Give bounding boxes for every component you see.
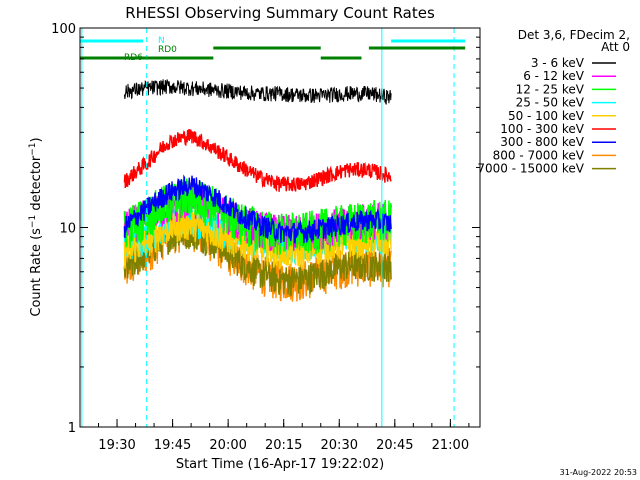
flag-label-rd6: RD6	[124, 53, 143, 63]
series-line-12-25-kev	[123, 178, 392, 255]
legend-label: 100 - 300 keV	[500, 122, 584, 136]
y-tick-label: 1	[68, 421, 76, 436]
legend-label: 7000 - 15000 keV	[477, 162, 584, 176]
x-tick-label: 21:00	[432, 438, 469, 453]
x-tick-label: 20:00	[209, 438, 246, 453]
legend-label: 6 - 12 keV	[523, 69, 585, 83]
chart-title: RHESSI Observing Summary Count Rates	[125, 4, 435, 22]
legend-label: 800 - 7000 keV	[493, 148, 585, 162]
legend-header-line2: Att 0	[601, 40, 630, 54]
series-line-3-6-kev	[123, 79, 392, 105]
flag-label-rd0: RD0	[158, 45, 177, 55]
legend-label: 3 - 6 keV	[531, 56, 585, 70]
series-line-300-800-kev	[123, 174, 392, 244]
series-line-100-300-kev	[123, 129, 392, 192]
x-tick-label: 19:45	[154, 438, 191, 453]
legend-label: 12 - 25 keV	[516, 82, 585, 96]
x-tick-label: 20:30	[321, 438, 358, 453]
y-tick-label: 10	[59, 222, 76, 237]
footer-date: 31-Aug-2022 20:53	[560, 468, 637, 477]
legend-label: 25 - 50 keV	[516, 96, 585, 110]
x-axis: 19:30 19:45 20:00 20:15 20:30 20:45 21:00	[98, 419, 470, 453]
legend-label: 300 - 800 keV	[500, 135, 584, 149]
y-axis: 1 10 100	[51, 22, 480, 436]
x-tick-label: 20:15	[265, 438, 302, 453]
x-tick-label: 20:45	[376, 438, 413, 453]
legend-header-line1: Det 3,6, FDecim 2,	[518, 28, 630, 42]
flag-label-n: N	[158, 36, 165, 46]
x-axis-label: Start Time (16-Apr-17 19:22:02)	[176, 457, 384, 472]
legend-label: 50 - 100 keV	[508, 109, 585, 123]
x-tick-label: 19:30	[98, 438, 135, 453]
y-tick-label: 100	[51, 22, 76, 37]
y-axis-label: Count Rate (s−1 detector−1)	[28, 137, 44, 316]
